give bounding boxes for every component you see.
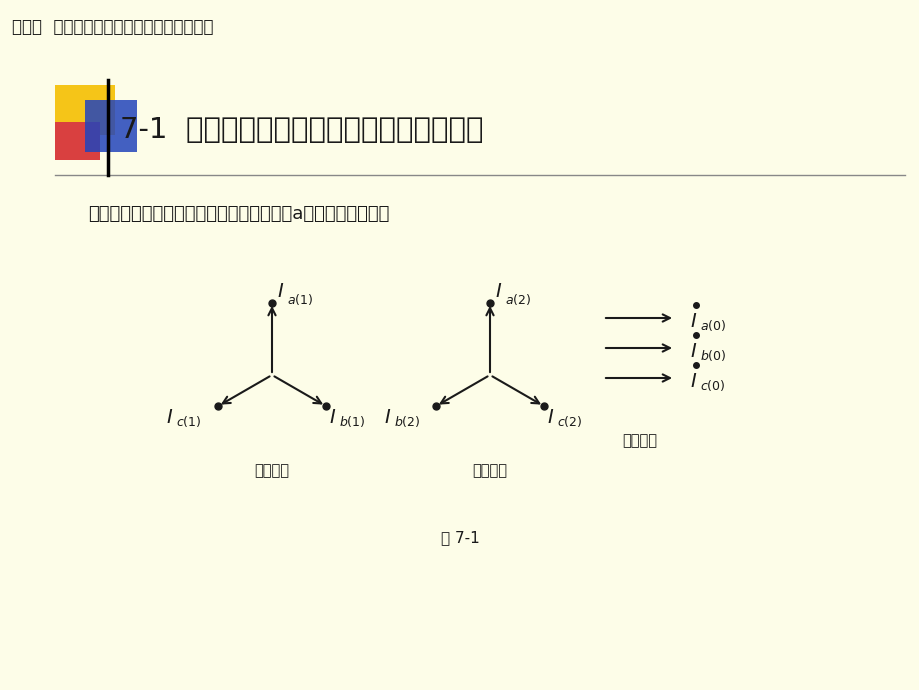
- Text: 负序分量: 负序分量: [472, 463, 507, 478]
- Text: 零序分量: 零序分量: [622, 433, 657, 448]
- Text: $\mathit{c}$(2): $\mathit{c}$(2): [556, 414, 582, 429]
- Text: $\mathit{I}$: $\mathit{I}$: [494, 282, 502, 301]
- Text: $\mathit{a}$(1): $\mathit{a}$(1): [287, 292, 313, 307]
- Text: $\mathit{I}$: $\mathit{I}$: [384, 408, 391, 427]
- Text: $\mathit{I}$: $\mathit{I}$: [689, 312, 697, 331]
- Text: $\mathit{b}$(0): $\mathit{b}$(0): [699, 348, 726, 363]
- Text: $\mathit{I}$: $\mathit{I}$: [328, 408, 335, 427]
- Text: $\mathit{I}$: $\mathit{I}$: [689, 342, 697, 361]
- Text: $\mathit{a}$(0): $\mathit{a}$(0): [699, 318, 725, 333]
- Text: 正序分量: 正序分量: [255, 463, 289, 478]
- Text: $\mathit{c}$(0): $\mathit{c}$(0): [699, 378, 725, 393]
- Bar: [55, 85, 115, 135]
- Text: 7-1  对称分量法在不对称短路计算中的应用: 7-1 对称分量法在不对称短路计算中的应用: [119, 116, 483, 144]
- Text: $\mathit{I}$: $\mathit{I}$: [166, 408, 174, 427]
- Text: $\mathit{I}$: $\mathit{I}$: [277, 282, 284, 301]
- Text: $\mathit{b}$(2): $\mathit{b}$(2): [394, 414, 420, 429]
- Text: $\mathit{a}$(2): $\mathit{a}$(2): [505, 292, 531, 307]
- Text: $\mathit{I}$: $\mathit{I}$: [546, 408, 553, 427]
- Text: 三相的三序分量各自对称，如下图所示（以a相位参考相位）：: 三相的三序分量各自对称，如下图所示（以a相位参考相位）：: [88, 205, 389, 223]
- Text: $\mathit{c}$(1): $\mathit{c}$(1): [176, 414, 201, 429]
- Bar: [55, 122, 100, 160]
- Text: 第七章  电力系统各元件的序阻抗和等值电路: 第七章 电力系统各元件的序阻抗和等值电路: [12, 18, 213, 36]
- Text: $\mathit{I}$: $\mathit{I}$: [689, 372, 697, 391]
- Text: $\mathit{b}$(1): $\mathit{b}$(1): [338, 414, 365, 429]
- Text: 图 7-1: 图 7-1: [440, 530, 479, 545]
- Bar: [85, 100, 137, 152]
